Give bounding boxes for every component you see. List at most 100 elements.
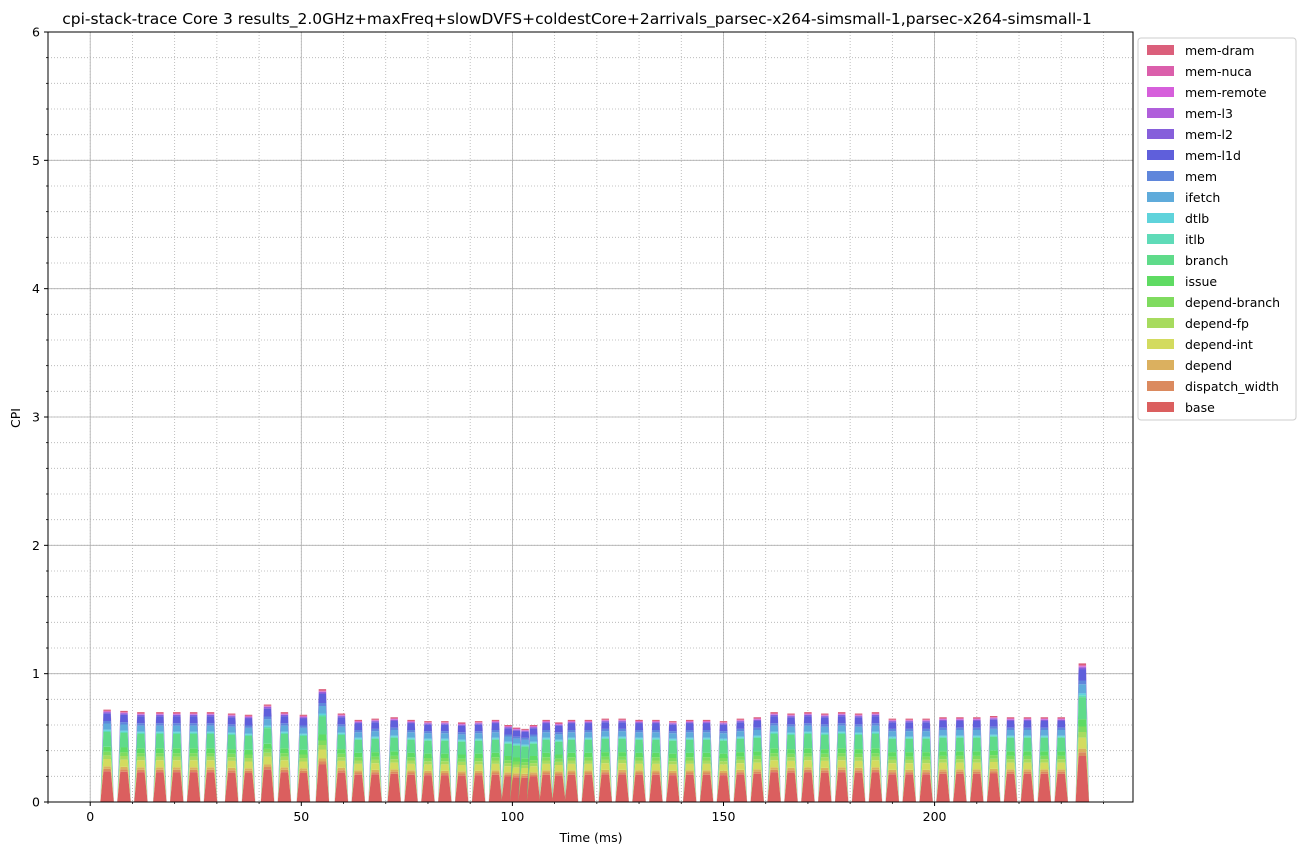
- area-segment-base: [421, 775, 435, 802]
- area-segment-base: [277, 772, 292, 802]
- legend-item-depend-int: depend-int: [1147, 337, 1253, 352]
- area-segment-branch: [387, 737, 401, 802]
- area-segment-branch: [1003, 737, 1018, 802]
- area-segment-base: [699, 774, 714, 802]
- area-segment-base: [986, 773, 1001, 802]
- legend-label: mem-remote: [1185, 85, 1267, 100]
- area-segment-branch: [1020, 737, 1035, 802]
- legend-swatch: [1147, 276, 1174, 286]
- legend-swatch: [1147, 255, 1174, 265]
- area-segment-branch: [767, 734, 781, 802]
- area-segment-base: [919, 774, 933, 802]
- legend-swatch: [1147, 297, 1174, 307]
- area-segment-branch: [471, 740, 486, 802]
- x-axis-label: Time (ms): [558, 830, 622, 845]
- x-tick-label: 50: [293, 809, 309, 824]
- area-segment-branch: [421, 740, 435, 802]
- legend-label: mem-l2: [1185, 127, 1233, 142]
- area-segment-base: [767, 772, 781, 802]
- area-segment-branch: [296, 735, 311, 802]
- y-axis-label: CPI: [8, 408, 23, 428]
- area-segment-branch: [224, 734, 239, 802]
- area-segment-base: [334, 772, 349, 802]
- area-segment-base: [851, 772, 866, 802]
- area-segment-branch: [501, 743, 515, 802]
- area-segment-branch: [518, 746, 532, 802]
- area-segment-base: [100, 771, 114, 802]
- area-segment-branch: [552, 741, 566, 802]
- area-segment-branch: [368, 738, 382, 802]
- legend-item-mem-remote: mem-remote: [1147, 85, 1267, 100]
- legend-label: mem: [1185, 169, 1217, 184]
- area-segment-base: [716, 775, 731, 802]
- area-segment-branch: [682, 739, 697, 802]
- area-segment-base: [117, 771, 131, 802]
- area-segment-branch: [784, 734, 798, 802]
- legend-label: base: [1185, 400, 1215, 415]
- y-tick-label: 2: [32, 538, 40, 553]
- legend-item-depend-fp: depend-fp: [1147, 316, 1249, 331]
- y-tick-label: 6: [32, 25, 40, 40]
- area-segment-branch: [454, 741, 469, 802]
- area-segment-base: [454, 775, 469, 802]
- area-segment-branch: [100, 732, 114, 802]
- area-segment-base: [1020, 773, 1035, 802]
- area-segment-base: [241, 773, 256, 802]
- area-segment-branch: [885, 738, 900, 802]
- legend-label: issue: [1185, 274, 1217, 289]
- area-segment-base: [868, 772, 883, 802]
- area-segment-branch: [868, 734, 883, 802]
- area-segment-branch: [117, 733, 131, 802]
- area-segment-base: [834, 772, 849, 802]
- area-segment-branch: [818, 734, 832, 802]
- area-segment-base: [801, 772, 815, 802]
- area-segment-base: [936, 773, 950, 802]
- area-segment-base: [649, 774, 663, 802]
- area-segment-base: [733, 774, 748, 802]
- legend-swatch: [1147, 318, 1174, 328]
- stacked-area-series: [100, 663, 1090, 802]
- area-segment-base: [438, 775, 452, 802]
- legend-label: depend: [1185, 358, 1232, 373]
- legend-label: dtlb: [1185, 211, 1209, 226]
- legend-label: mem-l1d: [1185, 148, 1241, 163]
- legend-item-ifetch: ifetch: [1147, 190, 1220, 205]
- x-tick-label: 0: [86, 809, 94, 824]
- area-segment-branch: [699, 739, 714, 802]
- legend-label: depend-fp: [1185, 316, 1249, 331]
- area-segment-branch: [851, 734, 866, 802]
- area-segment-branch: [666, 740, 680, 802]
- area-segment-base: [203, 772, 218, 802]
- legend-swatch: [1147, 381, 1174, 391]
- area-segment-branch: [134, 734, 148, 802]
- area-segment-branch: [750, 737, 765, 802]
- legend-item-dtlb: dtlb: [1147, 211, 1209, 226]
- area-segment-branch: [1054, 737, 1068, 802]
- area-segment-branch: [834, 734, 849, 802]
- legend-item-mem: mem: [1147, 169, 1217, 184]
- area-segment-branch: [986, 736, 1001, 802]
- area-segment-base: [315, 764, 330, 802]
- area-segment-branch: [902, 738, 916, 802]
- area-segment-base: [1054, 773, 1068, 802]
- legend-item-mem-l2: mem-l2: [1147, 127, 1233, 142]
- legend-item-base: base: [1147, 400, 1215, 415]
- legend-item-mem-dram: mem-dram: [1147, 43, 1254, 58]
- area-segment-branch: [351, 739, 366, 802]
- area-segment-base: [581, 774, 596, 802]
- legend-label: ifetch: [1185, 190, 1220, 205]
- x-tick-label: 200: [923, 809, 947, 824]
- area-segment-branch: [632, 739, 646, 802]
- legend-label: mem-dram: [1185, 43, 1254, 58]
- y-tick-label: 0: [32, 795, 40, 810]
- area-segment-branch: [315, 716, 330, 802]
- area-segment-base: [818, 772, 832, 802]
- area-segment-branch: [277, 734, 292, 802]
- area-segment-base: [539, 774, 553, 802]
- legend-swatch: [1147, 87, 1174, 97]
- legend-swatch: [1147, 66, 1174, 76]
- y-tick-label: 1: [32, 666, 40, 681]
- y-tick-label: 3: [32, 410, 40, 425]
- area-segment-branch: [936, 737, 950, 802]
- chart-title: cpi-stack-trace Core 3 results_2.0GHz+ma…: [62, 10, 1091, 29]
